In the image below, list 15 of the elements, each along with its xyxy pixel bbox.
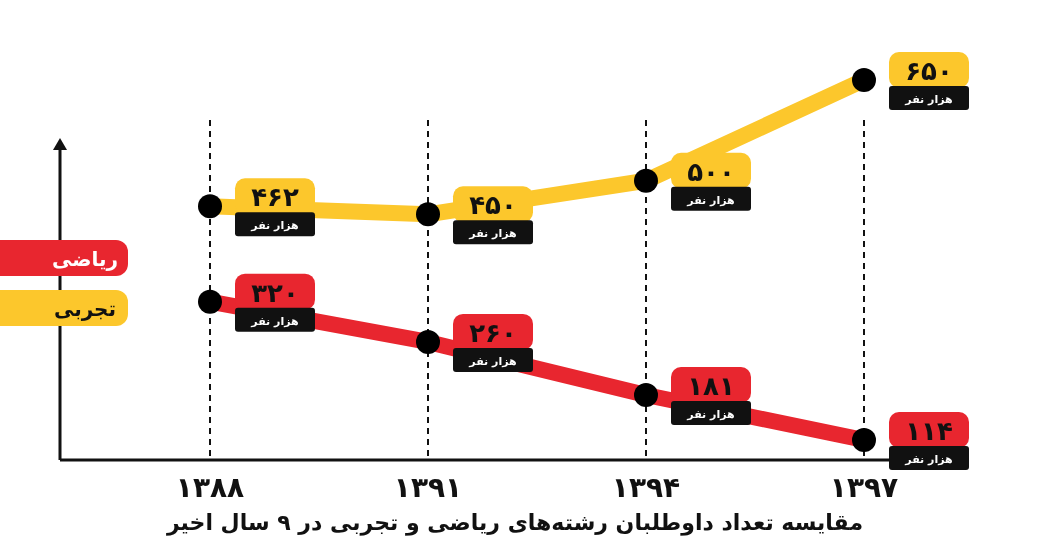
data-label: ۶۵۰ هزار نفر <box>904 56 953 106</box>
data-label: ۲۶۰ هزار نفر <box>468 317 517 368</box>
text: تجربی <box>53 297 117 321</box>
x-tick-label: ۱۳۹۴ <box>611 471 681 504</box>
data-label: ۱۸۱ هزار نفر <box>686 371 735 421</box>
x-tick-label: ۱۳۹۷ <box>829 471 899 504</box>
data-label: ۴۶۲ هزار نفر <box>250 182 299 233</box>
data-label: ۱۱۴ هزار نفر <box>904 416 953 466</box>
data-label: ۳۲۰ هزار نفر <box>250 277 299 328</box>
x-tick-label: ۱۳۸۸ <box>175 471 245 504</box>
x-tick-label: ۱۳۹۱ <box>393 471 463 504</box>
data-label: ۴۵۰ هزار نفر <box>468 190 517 241</box>
data-label: ۵۰۰ هزار نفر <box>686 156 735 207</box>
text: مقایسه تعداد داوطلبان رشته‌های ریاضی و تجربی در ۹ سال اخیر <box>165 510 864 536</box>
text: ریاضی <box>51 247 119 271</box>
